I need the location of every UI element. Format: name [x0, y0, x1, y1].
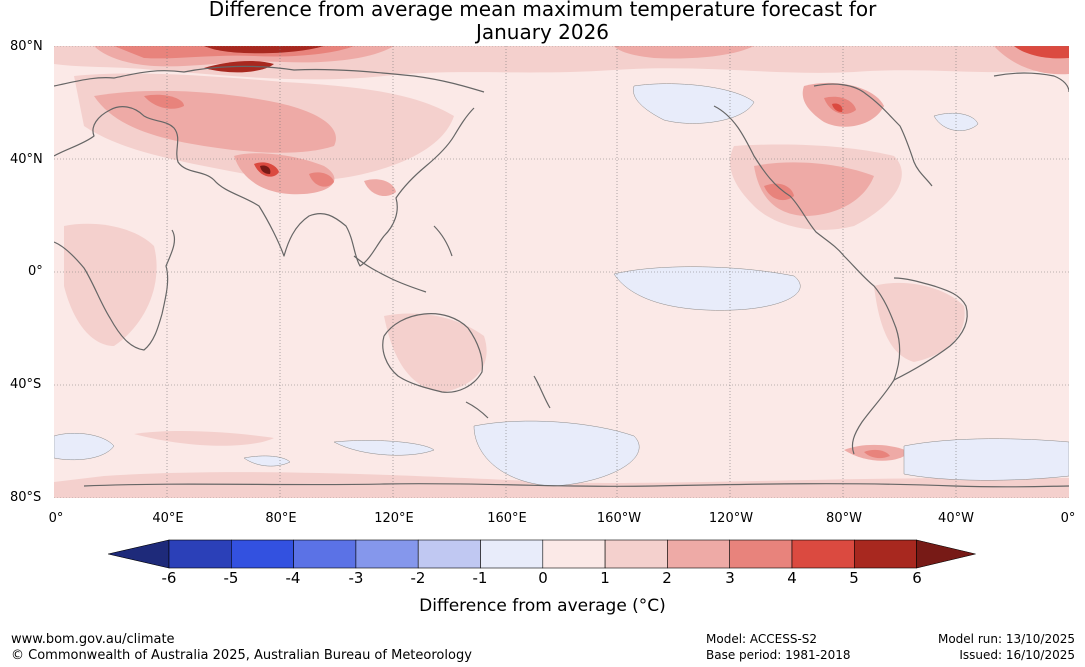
lat-label-80s: 80°S: [10, 490, 42, 505]
colorbar-segment: [355, 539, 419, 569]
colorbar-segment: [667, 539, 731, 569]
colorbar-tick-minus2: -2: [410, 569, 426, 587]
lon-label-0-right: 0°: [1060, 511, 1076, 526]
footer-issued: Issued: 16/10/2025: [959, 648, 1075, 662]
lat-label-40s: 40°S: [10, 377, 42, 392]
lon-label-40e: 40°E: [152, 511, 184, 526]
colorbar-tick-2: 2: [662, 569, 672, 587]
colorbar-tick-3: 3: [725, 569, 735, 587]
colorbar-extension-high: [916, 539, 976, 569]
map-title-line2: January 2026: [475, 20, 610, 44]
lon-label-120w: 120°W: [708, 511, 754, 526]
colorbar-title: Difference from average (°C): [419, 596, 666, 616]
lon-label-120e: 120°E: [374, 511, 414, 526]
lat-label-40n: 40°N: [10, 152, 43, 167]
lon-label-80w: 80°W: [826, 511, 862, 526]
colorbar-tick-minus1: -1: [472, 569, 488, 587]
colorbar-tick-minus3: -3: [348, 569, 364, 587]
lon-label-80e: 80°E: [265, 511, 297, 526]
lon-label-40w: 40°W: [938, 511, 974, 526]
north-america-warm-anomaly: [730, 82, 902, 230]
footer-model-run: Model run: 13/10/2025: [937, 632, 1075, 646]
colorbar-tick-minus6: -6: [161, 569, 177, 587]
colorbar-tick-minus4: -4: [285, 569, 301, 587]
colorbar-tick-4: 4: [787, 569, 797, 587]
footer-website: www.bom.gov.au/climate: [11, 632, 175, 647]
colorbar-segment: [542, 539, 606, 569]
colorbar-segment: [791, 539, 855, 569]
coastlines: [53, 65, 1070, 488]
map-title-line1: Difference from average mean maximum tem…: [208, 0, 877, 21]
eurasia-warm-anomaly: [74, 73, 454, 197]
colorbar-segment: [417, 539, 481, 569]
colorbar-segment: [604, 539, 668, 569]
colorbar-segment: [231, 539, 294, 569]
colorbar-segment: [480, 539, 544, 569]
colorbar-tick-1: 1: [600, 569, 610, 587]
colorbar-segment: [293, 539, 357, 569]
southern-warm-anomaly: [54, 223, 1069, 498]
cool-anomaly-regions: [53, 83, 1070, 487]
colorbar-tick-6: 6: [912, 569, 922, 587]
lon-label-0-left: 0°: [48, 511, 64, 526]
footer-base-period: Base period: 1981-2018: [706, 648, 851, 662]
lon-label-160e: 160°E: [487, 511, 527, 526]
footer-model: Model: ACCESS-S2: [706, 632, 818, 646]
colorbar-segment: [168, 539, 232, 569]
colorbar-segment: [729, 539, 793, 569]
colorbar-extension-low: [108, 539, 170, 569]
lat-label-equator: 0°: [28, 264, 43, 279]
lon-label-160w: 160°W: [596, 511, 642, 526]
lat-label-80n: 80°N: [10, 39, 43, 54]
forecast-map: [53, 45, 1070, 499]
colorbar: [108, 539, 976, 569]
colorbar-tick-minus5: -5: [223, 569, 239, 587]
footer-copyright: © Commonwealth of Australia 2025, Austra…: [11, 648, 472, 663]
colorbar-tick-5: 5: [849, 569, 859, 587]
arctic-warm-anomaly: [54, 46, 1069, 80]
colorbar-tick-0: 0: [538, 569, 548, 587]
map-svg: [53, 45, 1070, 499]
colorbar-segment: [853, 539, 917, 569]
